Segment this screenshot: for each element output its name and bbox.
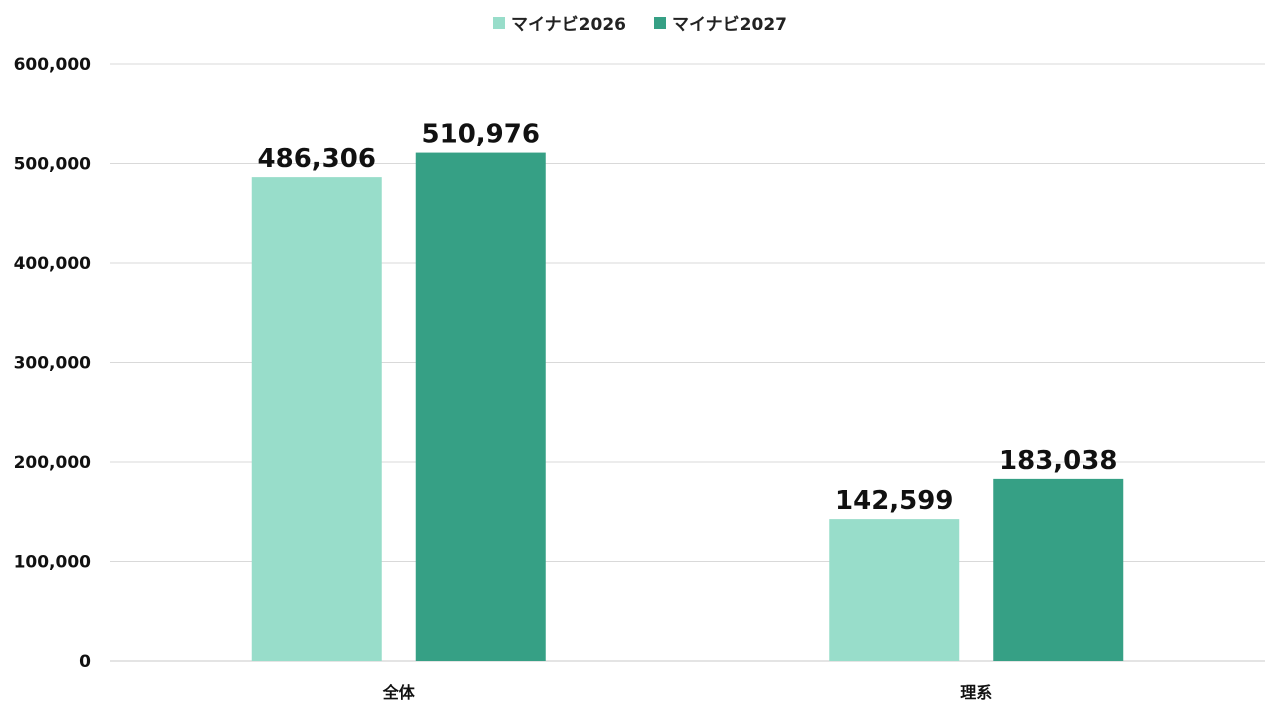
y-tick-label-0: 0 <box>79 652 91 672</box>
legend-label-series-0: マイナビ2026 <box>511 15 626 35</box>
category-label-1: 理系 <box>960 683 992 702</box>
legend-swatch-series-1 <box>654 16 666 29</box>
bar-0-1 <box>415 152 546 662</box>
bar-0-0 <box>251 177 382 661</box>
data-label-0-1: 510,976 <box>422 120 540 150</box>
data-label-1-1: 183,038 <box>999 446 1117 476</box>
legend: マイナビ2026 マイナビ2027 <box>0 10 1280 35</box>
bar-1-1 <box>993 478 1124 661</box>
y-tick-label-1: 100,000 <box>14 553 92 573</box>
data-label-1-0: 142,599 <box>835 486 953 516</box>
bar-1-0 <box>829 519 960 661</box>
y-tick-label-2: 200,000 <box>14 453 92 473</box>
y-tick-label-3: 300,000 <box>14 354 92 374</box>
y-tick-label-4: 400,000 <box>14 254 92 274</box>
y-tick-label-5: 500,000 <box>14 155 92 175</box>
data-label-0-0: 486,306 <box>258 144 376 174</box>
category-label-0: 全体 <box>382 683 416 702</box>
legend-item-series-0: マイナビ2026 <box>493 10 626 35</box>
y-tick-label-6: 600,000 <box>14 55 92 75</box>
legend-item-series-1: マイナビ2027 <box>654 10 787 35</box>
legend-label-series-1: マイナビ2027 <box>672 15 787 35</box>
legend-swatch-series-0 <box>493 16 506 29</box>
